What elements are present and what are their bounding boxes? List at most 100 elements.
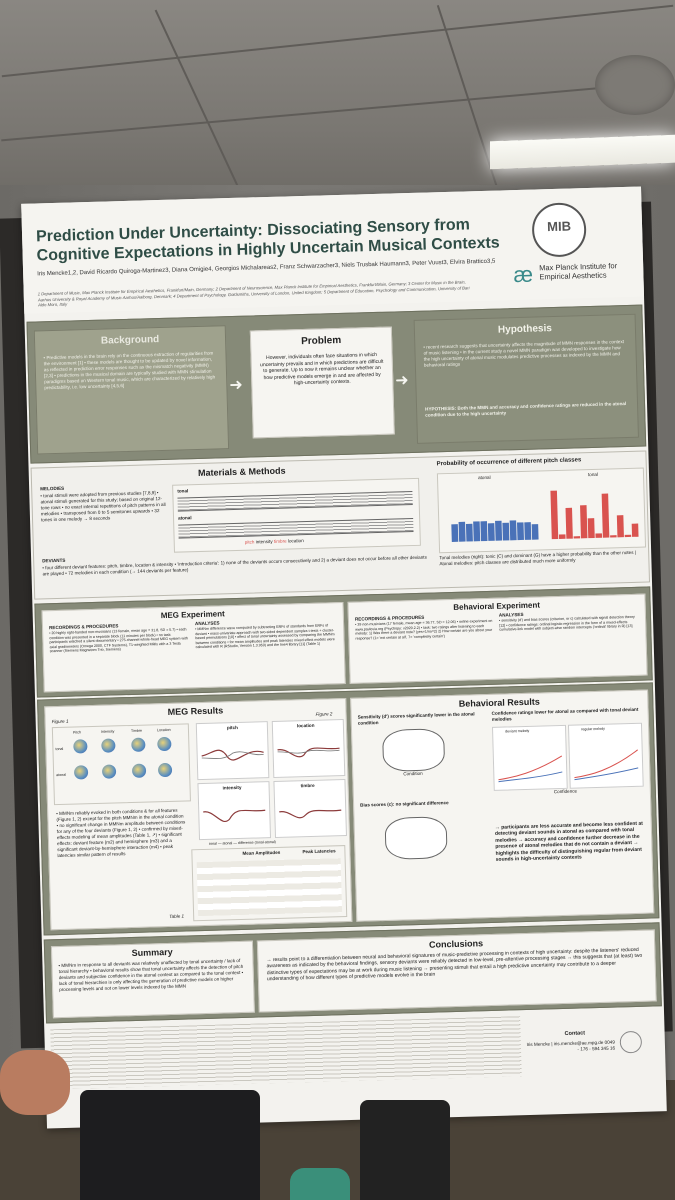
erp-waveform [277,747,340,758]
topoplot [73,739,88,754]
prob-bar-tonal-A [616,515,624,538]
conf-panel-regular: regular melody [581,726,605,732]
axis-confidence: Confidence [553,788,578,795]
behavioral-results-box: Behavioral Results Sensitivity (d') scor… [350,689,655,922]
topoplot [73,765,89,780]
summary-panel: Summary • MMNm in response to all devian… [43,922,662,1024]
person-shoe [290,1168,350,1200]
erp-waveform [279,809,342,819]
prob-bar-tonal-A# [624,534,632,538]
person-right-leg [360,1100,450,1200]
topo-row-tonal: tonal [55,746,64,752]
background-heading: Background [100,334,160,347]
results-panel: MEG Results Figure 1 Figure 2 Pitch Inte… [37,682,660,936]
institute-logo: æ Max Planck Institute for Empirical Aes… [513,259,638,287]
hypothesis-text: • recent research suggests that uncertai… [423,339,625,368]
deviants-label: DEVIANTS [42,557,66,564]
melodies-text: • tonal stimuli were adopted from previo… [40,490,166,523]
arrow-right-icon: ➜ [229,376,244,395]
ceiling-tile-line [1,80,674,142]
materials-panel: Materials & Methods MELODIES • tonal sti… [30,450,651,600]
prob-bar-atonal-G# [509,520,517,541]
topo-col-intensity: Intensity [100,729,115,734]
prob-bar-atonal-C# [458,521,466,542]
erp-plot-timbre: timbre [273,779,347,838]
table-header-mean-amplitudes: Mean Amplitudes [242,849,281,856]
results-table: Mean Amplitudes Peak Latencies [191,845,348,922]
prob-bar-tonal-D# [573,536,581,539]
conclusions-box: Conclusions → results point to a differe… [256,929,657,1013]
meg-results-box: MEG Results Figure 1 Figure 2 Pitch Inte… [44,697,353,931]
topoplot [131,737,146,752]
bias-text: Bias scores (c): no significant differen… [360,800,449,808]
legend-location: location [287,538,304,544]
prob-bar-tonal-G [601,493,610,538]
axis-condition: Condition [403,770,423,777]
prob-bar-tonal-C# [558,534,566,539]
topoplot [157,736,172,752]
summary-box: Summary • MMNm in response to all devian… [50,940,255,1019]
problem-heading: Problem [300,334,342,348]
ceiling-light [490,134,675,170]
ceiling-vent [595,55,675,115]
contact-heading: Contact [564,1030,586,1037]
prob-panel-tonal: tonal [587,471,599,478]
meg-results-heading: MEG Results [167,705,224,717]
hypothesis-heading: Hypothesis [497,323,553,336]
erp-label-pitch: pitch [226,724,238,731]
topo-col-location: Location [156,727,171,733]
meg-experiment-heading: MEG Experiment [160,609,225,621]
meg-experiment-box: MEG Experiment RECORDINGS & PROCEDURES •… [41,601,346,693]
university-seal-icon [619,1030,643,1054]
erp-plot-location: location [271,719,346,779]
behavioral-results-bullets: → participants are less accurate and bec… [494,820,643,863]
arrow-right-icon: ➜ [395,372,409,390]
poster: Prediction Under Uncertainty: Dissociati… [21,186,667,1129]
intro-panel: Background • Predictive models in the br… [26,304,647,464]
prob-bar-tonal-E [580,505,588,539]
prob-bar-atonal-G [502,522,510,541]
legend-pitch: pitch [244,539,255,545]
topoplot [101,764,117,779]
meg-recording-text: • 20 highly right-handed non-musicians (… [49,627,188,654]
sensitivity-text: Sensitivity (d') scores significantly lo… [357,711,475,726]
prob-bar-atonal-D# [473,521,481,542]
topo-row-atonal: atonal [56,772,67,778]
ceiling-tile-line [436,4,506,211]
mib-logo-text: MIB [546,218,572,235]
confidence-curve [574,749,639,781]
erp-legend: tonal — atonal — difference (tonal-atona… [209,839,276,846]
prob-bar-tonal-F [587,518,595,539]
topoplot [131,763,147,778]
erp-label-timbre: timbre [300,782,315,789]
prob-bar-atonal-F# [495,520,503,541]
ceiling-tile-line [154,9,248,206]
prob-title: Probability of occurrence of different p… [436,457,582,468]
deviant-legend: pitch intensity timbre location [245,535,415,546]
summary-text: • MMNm in response to all deviants was r… [58,958,244,993]
erp-waveform [201,749,264,761]
experiment-panel: MEG Experiment RECORDINGS & PROCEDURES •… [34,586,653,698]
prob-bar-tonal-D [565,507,573,539]
prob-chart-svg [451,490,639,542]
topo-col-pitch: Pitch [72,730,82,735]
table-header-peak-latencies: Peak Latencies [302,848,336,855]
confidence-text: Confidence ratings lower for atonal as c… [491,706,639,722]
prob-chart: atonal tonal [436,467,647,554]
confidence-plot-deviant: deviant melody [491,724,568,791]
prob-bar-tonal-G# [610,535,617,538]
topoplot [157,762,173,778]
behavioral-experiment-heading: Behavioral Experiment [453,600,541,612]
topoplot-figure: Pitch Intensity Timbre Location tonal at… [51,723,191,806]
references-block [50,1016,522,1090]
prob-panel-atonal: atonal [477,474,491,481]
person-hand [0,1050,70,1115]
erp-label-intensity: intensity [222,784,242,791]
hypothesis-box: Hypothesis • recent research suggests th… [413,313,639,444]
beh-recording-text: • 39 non-musicians (17 female, mean age … [355,618,493,641]
music-staff-figure: tonal atonal pitch intensity timbre loca… [172,477,421,553]
behavioral-experiment-box: Behavioral Experiment RECORDINGS & PROCE… [347,593,648,684]
topo-col-timbre: Timbre [130,728,143,733]
hypothesis-statement: HYPOTHESIS: Both the MMN and accuracy an… [425,401,627,418]
poster-title: Prediction Under Uncertainty: Dissociati… [35,216,500,265]
